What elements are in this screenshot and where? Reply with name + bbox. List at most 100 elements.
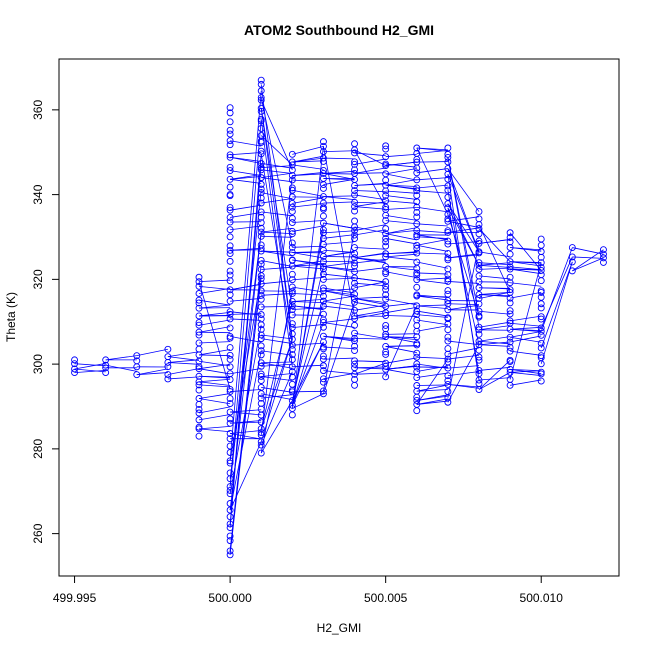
x-axis-label: H2_GMI (317, 621, 362, 635)
series-line (416, 279, 448, 285)
data-point (257, 359, 265, 367)
data-point (475, 239, 483, 247)
data-point (351, 315, 359, 323)
data-point (195, 416, 203, 424)
data-point (319, 297, 327, 305)
data-point (537, 315, 545, 323)
data-point (351, 198, 359, 206)
series-line (230, 156, 262, 164)
data-point (195, 378, 203, 386)
series-line (354, 158, 386, 165)
series-line (323, 373, 355, 380)
series-line (229, 350, 262, 511)
data-point (319, 142, 327, 150)
data-point (288, 214, 296, 222)
data-point (351, 217, 359, 225)
series-line (292, 220, 324, 223)
series-line (385, 207, 417, 210)
data-point (351, 254, 359, 262)
series-line (447, 340, 480, 345)
data-point (226, 400, 234, 408)
series-line (198, 319, 231, 326)
data-point (288, 380, 296, 388)
data-point (382, 362, 390, 370)
data-point (319, 375, 327, 383)
data-point (288, 363, 296, 371)
data-point (226, 524, 234, 532)
data-point (195, 409, 203, 417)
data-point (257, 219, 265, 227)
data-point (444, 372, 452, 380)
data-point (319, 204, 327, 212)
series-line (292, 264, 324, 267)
series-line (230, 433, 262, 440)
data-point (257, 189, 265, 197)
series-line (354, 206, 386, 210)
series-line (385, 306, 417, 314)
series-line (260, 175, 293, 436)
data-point (382, 170, 390, 178)
series-line (385, 336, 417, 344)
series-line (385, 233, 417, 241)
data-point (226, 141, 234, 149)
data-point (568, 244, 576, 252)
series-line (478, 341, 511, 346)
data-point (444, 314, 452, 322)
series-line (510, 261, 542, 267)
data-point (226, 308, 234, 316)
series-line (510, 247, 542, 251)
series-line (478, 267, 511, 270)
data-point (288, 228, 296, 235)
series-line (292, 225, 324, 232)
series-line (323, 266, 355, 273)
series-line (261, 373, 293, 377)
series-line (354, 253, 386, 259)
series-line (198, 279, 231, 283)
data-point (257, 115, 265, 123)
series-line (385, 163, 417, 168)
data-point (319, 323, 327, 331)
series-line (292, 160, 324, 163)
series-line (292, 164, 324, 170)
data-point (444, 275, 452, 283)
data-point (475, 265, 483, 273)
data-point (257, 377, 265, 385)
data-point (288, 411, 296, 419)
series-line (385, 251, 417, 255)
data-point (475, 326, 483, 334)
series-line (416, 365, 448, 372)
data-point (413, 269, 421, 277)
series-line (260, 97, 293, 248)
series-line (540, 261, 573, 349)
data-point (506, 263, 514, 271)
series-line (198, 378, 231, 383)
data-point (351, 166, 359, 174)
data-point (506, 356, 514, 364)
series-line (261, 250, 293, 253)
data-point (475, 341, 483, 349)
series-line (416, 272, 448, 275)
data-point (257, 164, 265, 172)
series-line (416, 261, 448, 269)
series-line (198, 326, 231, 333)
series-line (261, 393, 293, 400)
data-point (164, 371, 172, 378)
x-tick-label: 500.010 (520, 591, 564, 605)
data-point (226, 513, 234, 521)
series-line (385, 173, 417, 181)
data-point (226, 109, 234, 117)
data-point (475, 366, 483, 374)
series-line (261, 235, 293, 238)
series-line (385, 315, 417, 317)
data-point (319, 138, 327, 146)
data-point (288, 283, 296, 291)
series-line (540, 256, 573, 329)
series-line (354, 257, 386, 264)
series-line (478, 224, 511, 293)
series-line (261, 227, 293, 233)
series-line (354, 183, 386, 186)
data-point (413, 407, 421, 415)
data-point (382, 197, 390, 205)
series-line (416, 206, 448, 213)
x-axis: 499.995 500.000 500.005 500.010 (53, 575, 564, 605)
